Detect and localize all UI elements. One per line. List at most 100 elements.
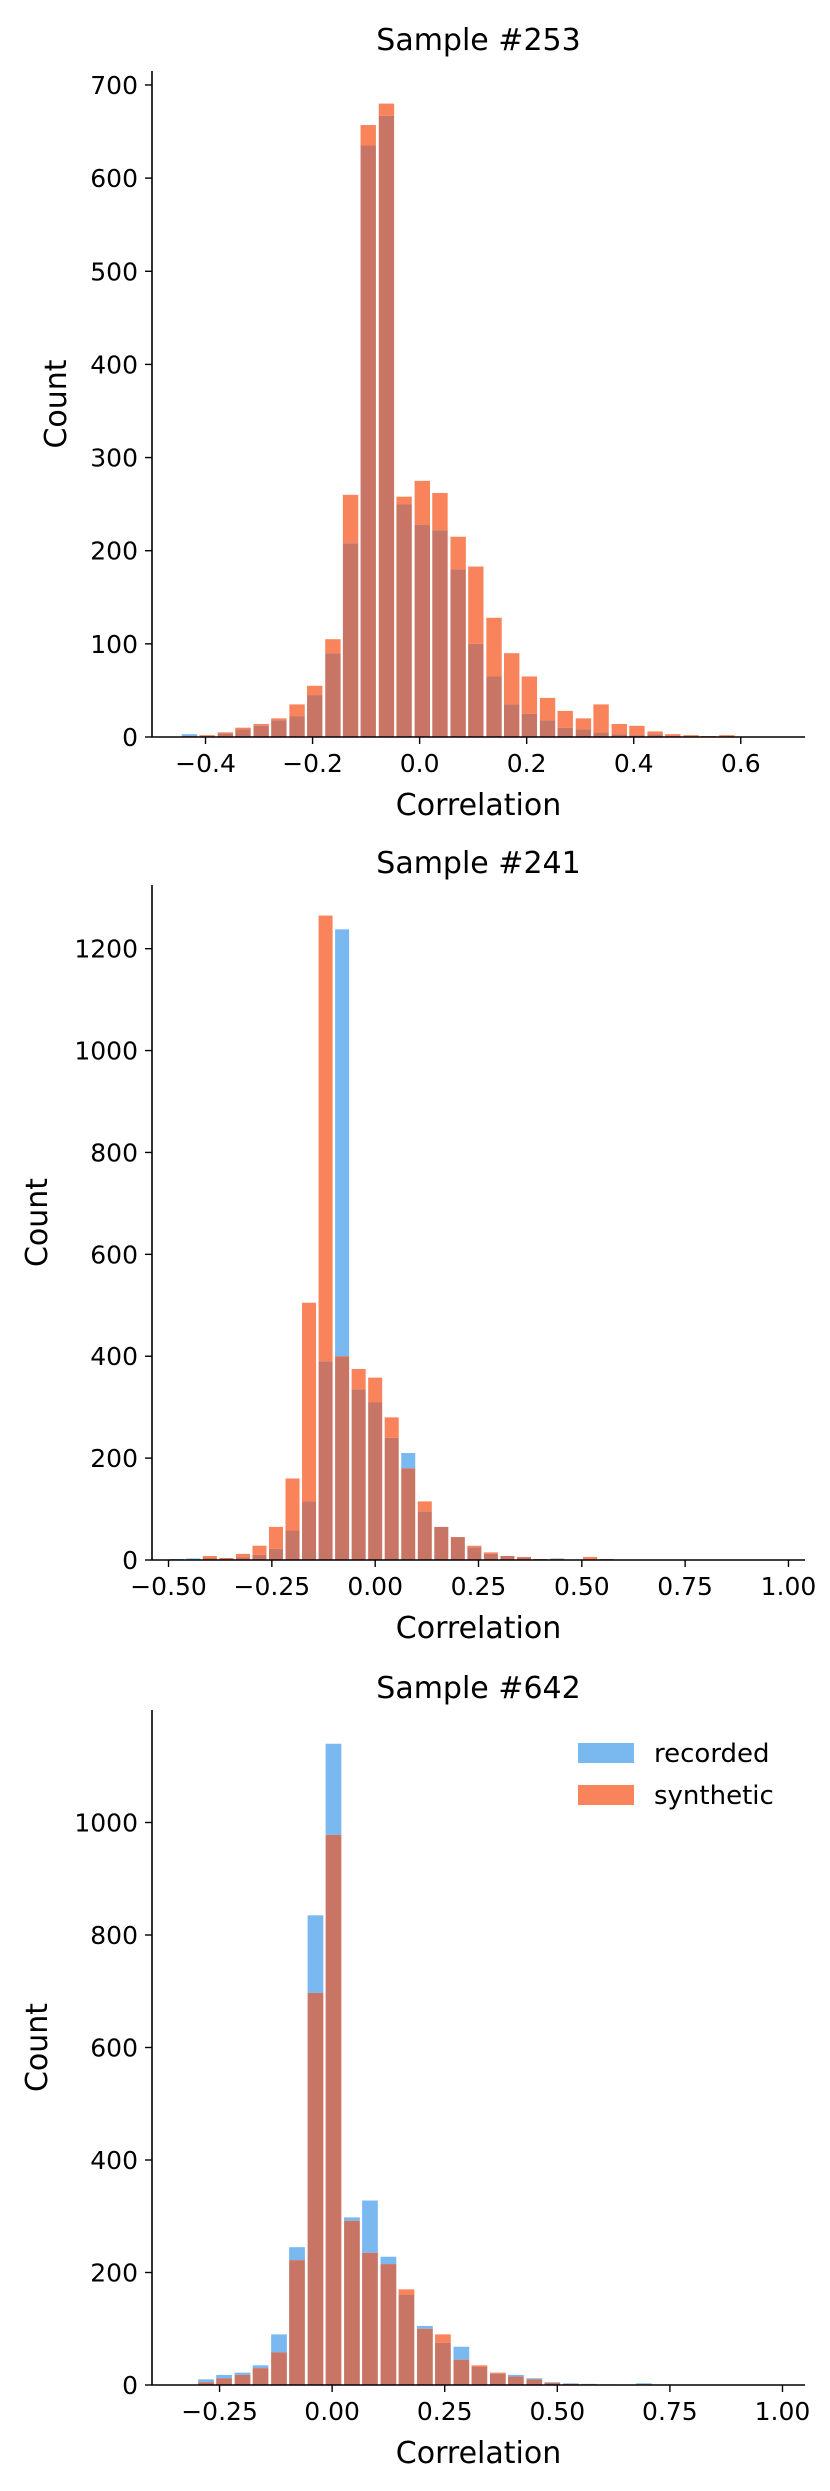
bar-synthetic bbox=[235, 727, 251, 730]
y-tick-label: 400 bbox=[90, 350, 138, 379]
x-tick-label: 1.00 bbox=[761, 1572, 817, 1601]
x-tick-label: −0.25 bbox=[234, 1572, 311, 1601]
y-tick-label: 1200 bbox=[74, 935, 138, 964]
y-tick-label: 100 bbox=[90, 630, 138, 659]
bar-overlap bbox=[335, 1356, 350, 1560]
bar-synthetic bbox=[398, 2289, 415, 2295]
bar-synthetic bbox=[683, 735, 699, 737]
bar-recorded bbox=[234, 2372, 251, 2375]
bar-synthetic bbox=[307, 685, 323, 696]
bar-overlap bbox=[575, 729, 592, 737]
bar-recorded bbox=[635, 2383, 652, 2385]
bar-overlap bbox=[450, 569, 466, 737]
y-tick-label: 800 bbox=[90, 1921, 138, 1950]
bar-overlap bbox=[252, 1554, 267, 1560]
bar-overlap bbox=[503, 704, 520, 737]
bar-synthetic bbox=[360, 125, 376, 146]
bar-synthetic bbox=[647, 731, 663, 735]
bar-overlap bbox=[435, 2342, 451, 2385]
chart-2: Sample #241 −0.50 −0.25 0.00 0.25 0.50 0.75 1.0… bbox=[20, 846, 816, 1646]
bar-synthetic bbox=[252, 1545, 267, 1555]
bar-overlap bbox=[271, 2352, 287, 2385]
bar-overlap bbox=[508, 2376, 524, 2385]
legend-label-recorded: recorded bbox=[654, 1739, 770, 1769]
bar-recorded bbox=[453, 2346, 470, 2360]
y-axis-label: Count bbox=[20, 1178, 55, 1267]
bar-overlap bbox=[432, 530, 448, 737]
bar-synthetic bbox=[417, 1501, 432, 1512]
bar-synthetic bbox=[516, 1556, 531, 1558]
bar-overlap bbox=[384, 1437, 399, 1560]
bar-overlap bbox=[234, 2374, 251, 2385]
y-tick-label: 0 bbox=[122, 1546, 138, 1575]
x-tick-label: 0.0 bbox=[400, 749, 440, 778]
bar-overlap bbox=[235, 1557, 250, 1560]
x-tick-label: −0.2 bbox=[282, 749, 343, 778]
bar-overlap bbox=[368, 1402, 383, 1560]
y-tick-label: 800 bbox=[90, 1138, 138, 1167]
x-axis-label: Correlation bbox=[396, 2436, 561, 2471]
bar-overlap bbox=[307, 695, 323, 737]
bar-overlap bbox=[539, 720, 556, 737]
bar-synthetic bbox=[575, 718, 592, 730]
bar-synthetic bbox=[450, 536, 466, 570]
bar-overlap bbox=[450, 1537, 465, 1560]
bar-recorded bbox=[252, 2365, 269, 2369]
bar-overlap bbox=[268, 1548, 284, 1560]
bar-overlap bbox=[252, 2368, 269, 2385]
chart-3: Sample #642 −0.25 0.00 0.25 0.50 0.75 1.00 0 200… bbox=[20, 1671, 810, 2471]
x-tick-label: 0.4 bbox=[614, 749, 654, 778]
x-tick-label: −0.25 bbox=[181, 2397, 258, 2426]
bar-synthetic bbox=[629, 725, 645, 736]
y-tick-label: 1000 bbox=[74, 1809, 138, 1838]
bar-overlap bbox=[516, 1557, 531, 1560]
bar-overlap bbox=[526, 2379, 543, 2385]
bar-synthetic bbox=[325, 639, 341, 654]
bar-synthetic bbox=[489, 2372, 506, 2374]
bar-recorded bbox=[544, 2382, 561, 2383]
bar-synthetic bbox=[467, 1545, 482, 1548]
bar-overlap bbox=[434, 1526, 449, 1560]
bar-synthetic bbox=[435, 2334, 451, 2343]
bar-overlap bbox=[453, 2359, 470, 2385]
bar-synthetic bbox=[665, 734, 681, 737]
bar-synthetic bbox=[557, 710, 573, 728]
bar-synthetic bbox=[583, 1556, 598, 1560]
bar-recorded bbox=[580, 2383, 597, 2385]
bar-overlap bbox=[378, 115, 395, 737]
bar-recorded bbox=[198, 2379, 214, 2383]
bar-synthetic bbox=[285, 1478, 300, 1531]
y-tick-label: 600 bbox=[90, 164, 138, 193]
bar-overlap bbox=[417, 2328, 433, 2385]
bar-overlap bbox=[253, 725, 269, 737]
bar-synthetic bbox=[521, 676, 538, 714]
bar-synthetic bbox=[396, 496, 412, 505]
legend-swatch-recorded bbox=[578, 1743, 634, 1763]
bar-overlap bbox=[467, 1547, 482, 1560]
bar-synthetic bbox=[432, 492, 448, 531]
chart-title: Sample #253 bbox=[376, 23, 580, 58]
bar-overlap bbox=[396, 504, 412, 737]
bar-synthetic bbox=[302, 1302, 317, 1502]
chart-title: Sample #241 bbox=[376, 846, 580, 881]
bar-synthetic bbox=[253, 723, 269, 726]
legend-swatch-synthetic bbox=[578, 1785, 634, 1805]
bar-synthetic bbox=[486, 617, 502, 677]
bar-synthetic bbox=[289, 704, 305, 717]
bar-synthetic bbox=[318, 915, 333, 1362]
y-tick-label: 400 bbox=[90, 1342, 138, 1371]
bar-synthetic bbox=[219, 1557, 234, 1559]
bar-recorded bbox=[401, 1453, 416, 1469]
x-tick-label: 0.2 bbox=[507, 749, 547, 778]
bar-overlap bbox=[351, 1389, 366, 1560]
bar-overlap bbox=[342, 543, 359, 737]
bar-overlap bbox=[414, 524, 430, 737]
bar-synthetic bbox=[414, 480, 430, 525]
bar-synthetic bbox=[593, 704, 609, 733]
y-tick-label: 200 bbox=[90, 537, 138, 566]
y-axis-label: Count bbox=[39, 359, 74, 448]
y-tick-label: 600 bbox=[90, 1240, 138, 1269]
x-tick-label: −0.4 bbox=[175, 749, 236, 778]
chart-title: Sample #642 bbox=[376, 1671, 580, 1706]
